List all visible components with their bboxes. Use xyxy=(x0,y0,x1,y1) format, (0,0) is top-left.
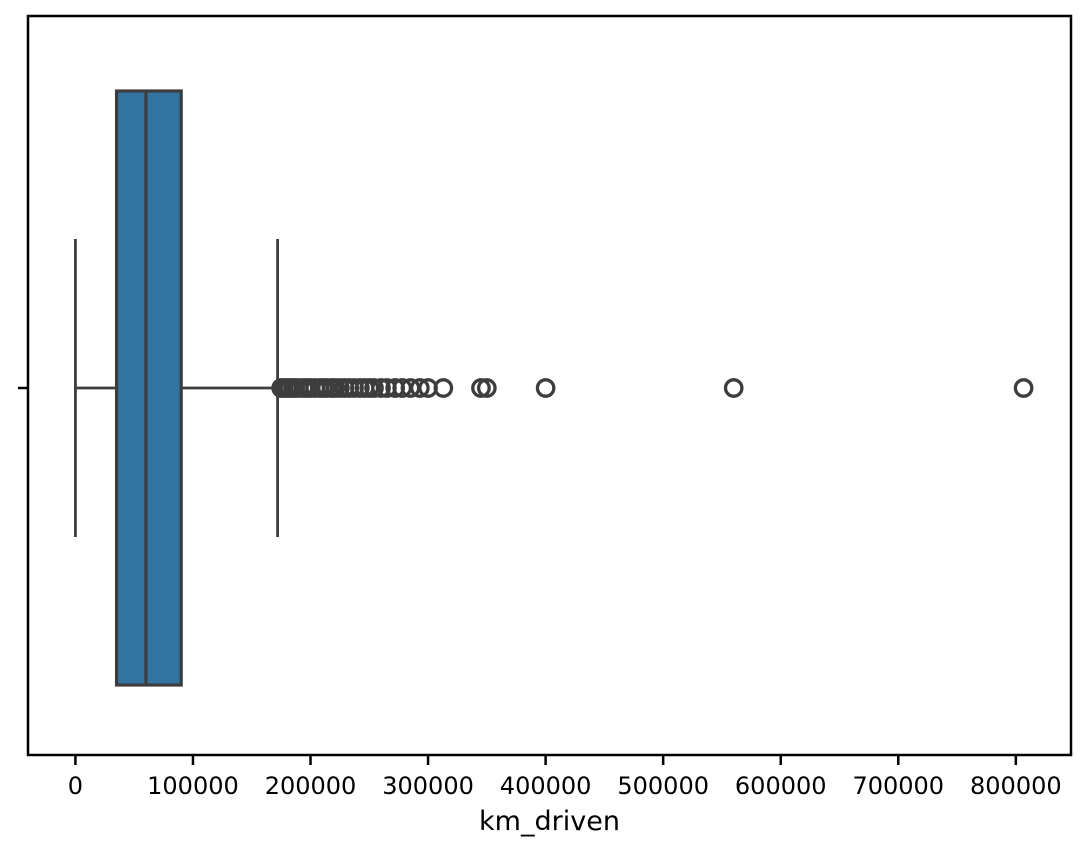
outlier-point xyxy=(433,378,454,398)
x-tick-label: 0 xyxy=(68,772,83,800)
x-tick-label: 600000 xyxy=(735,772,827,800)
outlier-point xyxy=(1013,378,1034,398)
outlier-point xyxy=(409,378,430,398)
x-tick-label: 300000 xyxy=(382,772,474,800)
x-tick-label: 400000 xyxy=(500,772,592,800)
x-tick-label: 800000 xyxy=(970,772,1062,800)
x-tick-label: 200000 xyxy=(265,772,357,800)
outlier-point xyxy=(723,378,744,398)
x-axis-label: km_driven xyxy=(479,806,620,837)
x-tick-label: 500000 xyxy=(617,772,709,800)
outlier-point xyxy=(476,378,497,398)
outlier-point xyxy=(471,378,491,398)
outlier-point xyxy=(364,378,384,398)
iqr-box xyxy=(114,89,183,687)
plot-border xyxy=(26,14,1073,757)
outlier-point xyxy=(535,378,556,398)
outlier-point xyxy=(371,378,391,398)
x-tick-label: 100000 xyxy=(147,772,239,800)
x-tick-label: 700000 xyxy=(852,772,944,800)
